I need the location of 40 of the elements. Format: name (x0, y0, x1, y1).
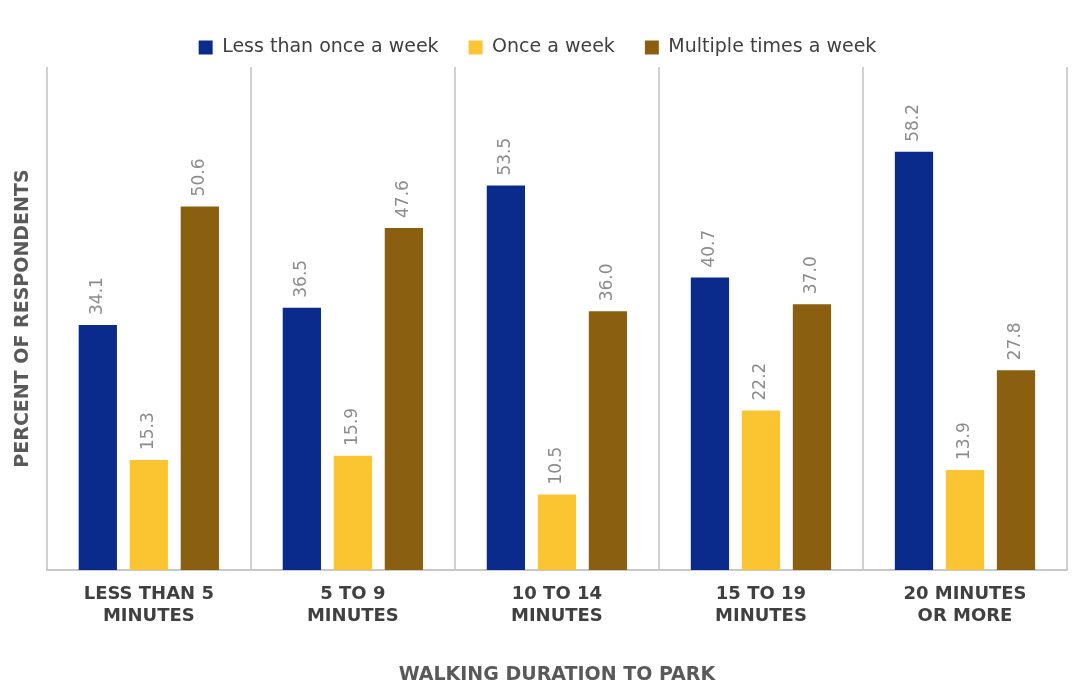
data-label: 37.0 (800, 256, 821, 295)
data-label: 36.0 (596, 263, 617, 302)
x-axis-title: WALKING DURATION TO PARK (398, 661, 717, 684)
bar (537, 494, 577, 570)
data-label: 58.2 (902, 103, 923, 142)
x-tick-label: LESS THAN 5 MINUTES (83, 582, 214, 626)
legend-label: Multiple times a week (668, 34, 877, 57)
data-label: 15.9 (341, 407, 362, 446)
data-label: 53.5 (494, 137, 515, 176)
legend-label: Less than once a week (222, 34, 439, 57)
bar (690, 277, 730, 570)
data-label: 22.2 (749, 362, 770, 401)
x-tick-label: 10 TO 14 MINUTES (510, 582, 603, 626)
bar (792, 304, 832, 570)
bar (129, 460, 168, 570)
data-label: 50.6 (188, 158, 209, 197)
bar (333, 455, 372, 570)
data-label: 13.9 (953, 422, 974, 461)
bar (384, 227, 423, 570)
bar (741, 410, 781, 570)
x-tick-label: 20 MINUTES OR MORE (903, 582, 1027, 626)
data-label: 15.3 (137, 412, 158, 451)
bar (282, 307, 321, 570)
bar (894, 151, 934, 570)
bar (588, 311, 628, 570)
data-label: 10.5 (545, 446, 566, 485)
bar (180, 206, 219, 570)
data-label: 47.6 (392, 180, 413, 218)
x-tick-label: 15 TO 19 MINUTES (715, 582, 807, 626)
legend-label: Once a week (492, 34, 615, 57)
bar (486, 185, 526, 570)
data-label: 27.8 (1004, 322, 1025, 361)
x-tick-label: 5 TO 9 MINUTES (306, 582, 399, 626)
bar (945, 470, 985, 570)
data-label: 36.5 (290, 259, 311, 298)
bar (78, 324, 117, 570)
bar (996, 370, 1036, 570)
y-axis-title: PERCENT OF RESPONDENTS (10, 169, 33, 468)
data-label: 40.7 (698, 229, 719, 268)
data-label: 34.1 (86, 277, 107, 315)
